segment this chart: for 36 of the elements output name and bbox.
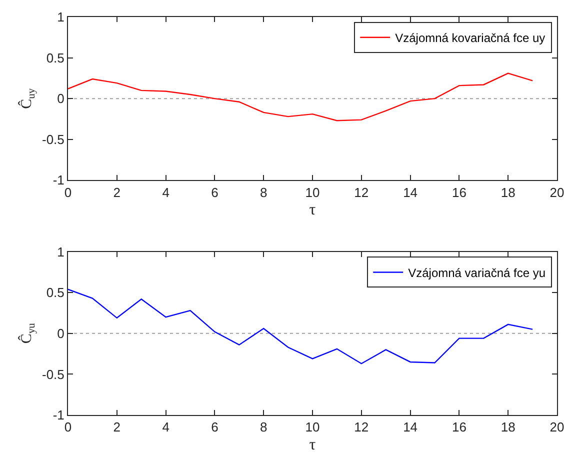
x-tick-label: 20 (550, 420, 564, 435)
x-tick-label: 8 (260, 184, 268, 200)
x-tick-label: 2 (113, 184, 121, 200)
legend-label: Vzájomná kovariačná fce uy (395, 31, 546, 46)
x-tick-label: 4 (162, 184, 170, 200)
y-tick-label: -1 (52, 408, 64, 423)
x-tick-label: 12 (354, 184, 369, 200)
x-tick-label: 16 (452, 420, 466, 435)
x-tick-label: 8 (260, 420, 268, 435)
x-axis-title: τ (309, 436, 316, 454)
x-tick-label: 10 (305, 420, 320, 435)
line-series (68, 72, 534, 122)
y-tick-label: -0.5 (42, 132, 64, 147)
x-tick-label: 20 (550, 184, 564, 200)
x-axis-title: τ (309, 201, 316, 218)
y-tick-label: 0 (57, 326, 64, 341)
x-tick-label: 18 (500, 420, 516, 435)
y-tick-label: -0.5 (42, 366, 64, 382)
y-tick-label: 1 (57, 244, 64, 260)
y-tick-label: 0.5 (46, 50, 64, 66)
x-tick-label: 6 (211, 184, 218, 200)
x-tick-label: 4 (162, 420, 170, 435)
y-tick-label: -1 (52, 172, 64, 188)
y-tick-label: 1 (57, 10, 64, 25)
x-tick-label: 2 (113, 420, 121, 435)
x-tick-label: 16 (452, 184, 466, 200)
x-tick-label: 10 (305, 184, 320, 200)
y-tick-label: 0 (57, 91, 64, 106)
x-tick-label: 18 (500, 184, 516, 200)
legend-label: Vzájomná variačná fce yu (408, 266, 546, 280)
x-tick-label: 6 (211, 420, 218, 435)
y-tick-label: 0.5 (46, 285, 64, 300)
line-series (68, 288, 534, 364)
x-tick-label: 14 (403, 184, 418, 200)
x-tick-label: 12 (354, 420, 369, 435)
x-tick-label: 14 (403, 420, 418, 435)
